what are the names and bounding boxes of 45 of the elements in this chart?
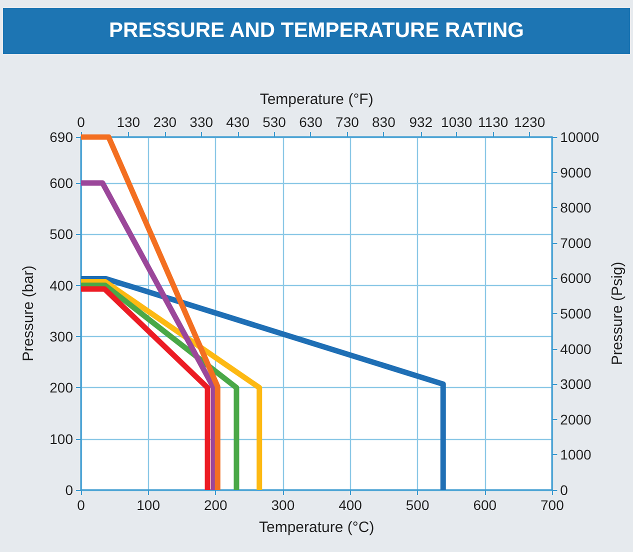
y2-tick-label: 0 — [560, 482, 568, 498]
x2-tick-label: 932 — [409, 114, 433, 130]
y-tick-label: 100 — [50, 430, 74, 447]
y2-tick-label: 3000 — [560, 376, 592, 392]
y2-tick-label: 7000 — [560, 234, 592, 251]
x-tick-label: 400 — [338, 497, 362, 513]
x-tick-label: 300 — [271, 497, 295, 513]
y-tick-label: 690 — [50, 129, 74, 145]
y2-tick-label: 10000 — [560, 129, 600, 145]
x2-tick-label: 530 — [262, 114, 286, 130]
y2-tick-label: 9000 — [560, 164, 592, 180]
x-tick-label: 200 — [204, 497, 228, 513]
x2-tick-label: 630 — [299, 114, 323, 130]
x-tick-label: 500 — [406, 497, 430, 513]
y-tick-label: 300 — [50, 328, 74, 345]
y2-tick-label: 6000 — [560, 270, 592, 286]
x2-tick-label: 0 — [77, 114, 86, 130]
y2-axis-title: Pressure (Psig) — [609, 262, 626, 366]
x2-tick-label: 1030 — [441, 114, 472, 130]
x-axis-title: Temperature (°C) — [258, 519, 374, 536]
x2-tick-label: 230 — [153, 114, 177, 130]
x2-tick-label: 130 — [116, 114, 140, 130]
y2-tick-label: 8000 — [560, 200, 592, 216]
y-tick-label: 0 — [65, 482, 74, 498]
chart-title: PRESSURE AND TEMPERATURE RATING — [3, 8, 630, 54]
y2-tick-label: 4000 — [560, 340, 592, 357]
y2-tick-label: 5000 — [560, 306, 592, 322]
y2-tick-label: 1000 — [560, 446, 592, 463]
x2-tick-label: 730 — [336, 114, 360, 130]
x-tick-label: 600 — [473, 497, 497, 513]
x2-tick-label: 330 — [190, 114, 214, 130]
x2-tick-label: 1230 — [514, 114, 546, 130]
y-tick-label: 500 — [50, 226, 74, 242]
y-tick-label: 600 — [50, 175, 74, 192]
y-tick-label: 400 — [50, 277, 74, 294]
x-tick-label: 0 — [77, 497, 86, 513]
y-axis-title: Pressure (bar) — [20, 266, 37, 362]
x2-tick-label: 1130 — [478, 114, 508, 130]
y-tick-label: 200 — [50, 380, 74, 396]
x2-tick-label: 430 — [226, 114, 250, 130]
x2-tick-label: 830 — [372, 114, 396, 130]
y2-tick-label: 2000 — [560, 411, 592, 428]
x-tick-label: 700 — [540, 497, 564, 513]
x2-axis-title: Temperature (°F) — [260, 91, 374, 108]
x-tick-label: 100 — [136, 497, 160, 513]
